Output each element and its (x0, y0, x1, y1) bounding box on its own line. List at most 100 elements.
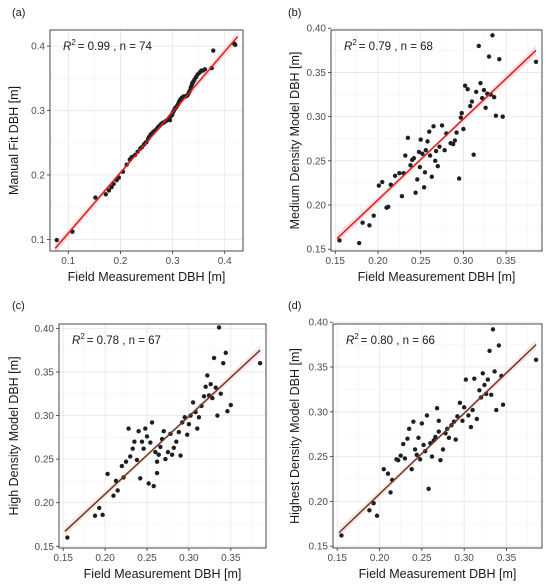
chart-2-point (174, 439, 179, 444)
chart-3-point (482, 382, 487, 388)
chart-0: (a) 0.1 0.2 0.3 0.4 0.1 0.2 0.3 0.4 R2 = 0.99 , n … (7, 7, 244, 284)
chart-2-point (208, 381, 213, 387)
chart-1-point (500, 114, 505, 119)
chart-2-point (228, 402, 234, 408)
chart-2-point (130, 446, 135, 451)
chart-3-r2-value: = 0.80 , n = 66 (361, 335, 435, 347)
chart-2-point (225, 408, 230, 414)
chart-3-point (419, 421, 425, 426)
chart-3-point (433, 434, 438, 440)
chart-3-point (474, 416, 480, 422)
chart-2-plot-area (59, 324, 266, 548)
chart-3-point (485, 377, 491, 382)
chart-1-point (459, 110, 464, 116)
chart-1-point (491, 94, 497, 100)
chart-1-point (367, 223, 372, 228)
chart-2-point (151, 483, 156, 489)
chart-1-point (405, 135, 411, 141)
chart-3-point (398, 453, 403, 458)
chart-1-fit-line (336, 49, 537, 240)
chart-2-point (163, 456, 168, 462)
chart-3-x-tick-label: 0.15 (327, 553, 347, 564)
chart-2-point (218, 391, 223, 396)
chart-3-y-tick-label: 0.25 (309, 452, 329, 463)
chart-1-point (452, 138, 458, 143)
chart-0-point (103, 192, 109, 197)
chart-0-r2-symbol: R (63, 41, 71, 53)
chart-3-point (412, 447, 418, 452)
chart-1-y-tick-label: 0.35 (307, 68, 327, 79)
chart-1-point (433, 148, 439, 154)
chart-2-y-tick-label: 0.20 (35, 498, 55, 509)
chart-1-point (429, 174, 435, 179)
chart-3-x-tick-label: 0.25 (412, 553, 432, 564)
chart-3-point (426, 486, 431, 492)
chart-2-point (136, 429, 141, 434)
chart-2-point (178, 453, 183, 458)
chart-2-point (158, 444, 163, 450)
chart-2-point (171, 445, 177, 450)
chart-3-point (492, 369, 497, 374)
chart-3-point (489, 392, 494, 397)
chart-1-point (403, 153, 408, 158)
chart-2-point (205, 373, 210, 378)
chart-3-point (480, 371, 485, 376)
chart-0-point (106, 188, 112, 193)
chart-1-point (392, 173, 398, 179)
chart-2-point (128, 454, 133, 459)
chart-3-point (414, 452, 419, 458)
chart-1-y-tick-label: 0.20 (307, 201, 327, 212)
chart-1-point (427, 153, 433, 158)
chart-3-x-tick-label: 0.35 (497, 553, 517, 564)
chart-1-point (425, 139, 430, 144)
chart-2-point (105, 471, 110, 477)
chart-3-point (455, 414, 460, 419)
chart-2-point (186, 422, 192, 427)
chart-1-point (533, 59, 539, 65)
chart-2-point (119, 463, 125, 469)
chart-0-y-tick-label: 0.3 (31, 106, 45, 117)
chart-2-y-tick-label: 0.25 (35, 455, 55, 466)
chart-0-x-tick-label: 0.3 (166, 256, 180, 267)
chart-2-y-tick-label: 0.30 (35, 411, 55, 422)
chart-2-point (146, 481, 151, 486)
chart-2-point (169, 452, 175, 457)
chart-3-x-tick-label: 0.30 (454, 553, 474, 564)
chart-2-point (213, 385, 218, 390)
chart-3-x-axis-title: Field Measurement DBH [m] (359, 567, 517, 581)
chart-1-stat-label: R2 = 0.79 , n = 68 (344, 38, 433, 53)
chart-1-x-tick-label: 0.25 (411, 256, 431, 267)
chart-3-point (496, 343, 502, 348)
chart-0-stat-label: R2 = 0.99 , n = 74 (63, 38, 153, 53)
chart-3-point (494, 407, 499, 413)
chart-1-y-tick-label: 0.40 (307, 24, 327, 35)
chart-0-x-tick-label: 0.1 (61, 256, 75, 267)
chart-3-point (406, 426, 412, 432)
chart-0-panel-tag: (a) (12, 7, 25, 19)
chart-2-point (111, 493, 116, 498)
chart-3-stat-label: R2 = 0.80 , n = 66 (346, 332, 435, 347)
chart-1-point (360, 220, 365, 225)
chart-2-point (216, 325, 222, 330)
chart-2-point (190, 400, 196, 405)
chart-1-point (490, 33, 495, 38)
chart-3-point (374, 513, 380, 518)
chart-3-y-tick-label: 0.40 (309, 318, 329, 329)
chart-1-y-tick-label: 0.30 (307, 112, 327, 123)
chart-1-point (493, 113, 499, 118)
chart-1-y-tick-label: 0.25 (307, 156, 327, 167)
chart-3: (d) 0.15 0.20 0.25 0.30 0.35 0.15 0.20 0.25 0.30 0… (288, 300, 543, 581)
chart-2-point (100, 512, 105, 518)
chart-1-point (421, 185, 427, 190)
chart-0-fit-line (54, 35, 239, 249)
chart-0-frame (49, 29, 244, 252)
chart-2-point (223, 350, 228, 355)
chart-1-x-tick-label: 0.20 (368, 256, 388, 267)
chart-3-point (463, 377, 469, 382)
chart-2-point (126, 426, 131, 431)
chart-2-point (149, 420, 155, 425)
chart-1-point (437, 144, 442, 149)
chart-2-point (161, 429, 166, 434)
chart-1-point (474, 89, 479, 95)
chart-2-point (156, 452, 161, 457)
